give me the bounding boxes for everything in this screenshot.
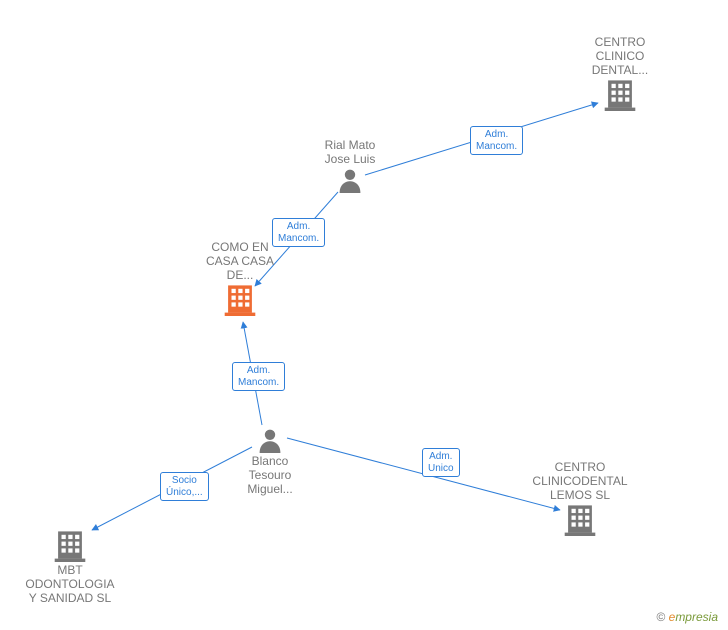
company-node-centro-clinico-dental[interactable]: CENTRO CLINICO DENTAL... bbox=[560, 36, 680, 111]
person-node-rial-mato[interactable]: Rial Mato Jose Luis bbox=[290, 139, 410, 193]
node-label: Blanco Tesouro Miguel... bbox=[210, 455, 330, 496]
edge-label: Adm. Mancom. bbox=[470, 126, 523, 155]
person-icon bbox=[210, 427, 330, 453]
copyright-symbol: © bbox=[656, 610, 665, 624]
edge-label: Adm. Mancom. bbox=[272, 218, 325, 247]
building-icon bbox=[560, 77, 680, 111]
node-label: CENTRO CLINICO DENTAL... bbox=[560, 36, 680, 77]
company-node-como-en-casa[interactable]: COMO EN CASA CASA DE... bbox=[180, 241, 300, 316]
person-icon bbox=[290, 167, 410, 193]
node-label: Rial Mato Jose Luis bbox=[290, 139, 410, 167]
node-label: CENTRO CLINICODENTAL LEMOS SL bbox=[520, 461, 640, 502]
building-icon bbox=[10, 528, 130, 562]
network-diagram: { "type": "network", "canvas": { "width"… bbox=[0, 0, 728, 630]
edge-label: Adm. Unico bbox=[422, 448, 460, 477]
building-icon bbox=[520, 502, 640, 536]
brand-name: empresia bbox=[669, 610, 718, 624]
edge-label: Socio Único,... bbox=[160, 472, 209, 501]
node-label: COMO EN CASA CASA DE... bbox=[180, 241, 300, 282]
watermark: © empresia bbox=[656, 610, 718, 624]
edge-label: Adm. Mancom. bbox=[232, 362, 285, 391]
building-icon bbox=[180, 282, 300, 316]
company-node-mbt-odontologia[interactable]: MBT ODONTOLOGIA Y SANIDAD SL bbox=[10, 528, 130, 605]
node-label: MBT ODONTOLOGIA Y SANIDAD SL bbox=[10, 564, 130, 605]
person-node-blanco-tesouro[interactable]: Blanco Tesouro Miguel... bbox=[210, 427, 330, 496]
company-node-centro-clinicodental-lemos[interactable]: CENTRO CLINICODENTAL LEMOS SL bbox=[520, 461, 640, 536]
